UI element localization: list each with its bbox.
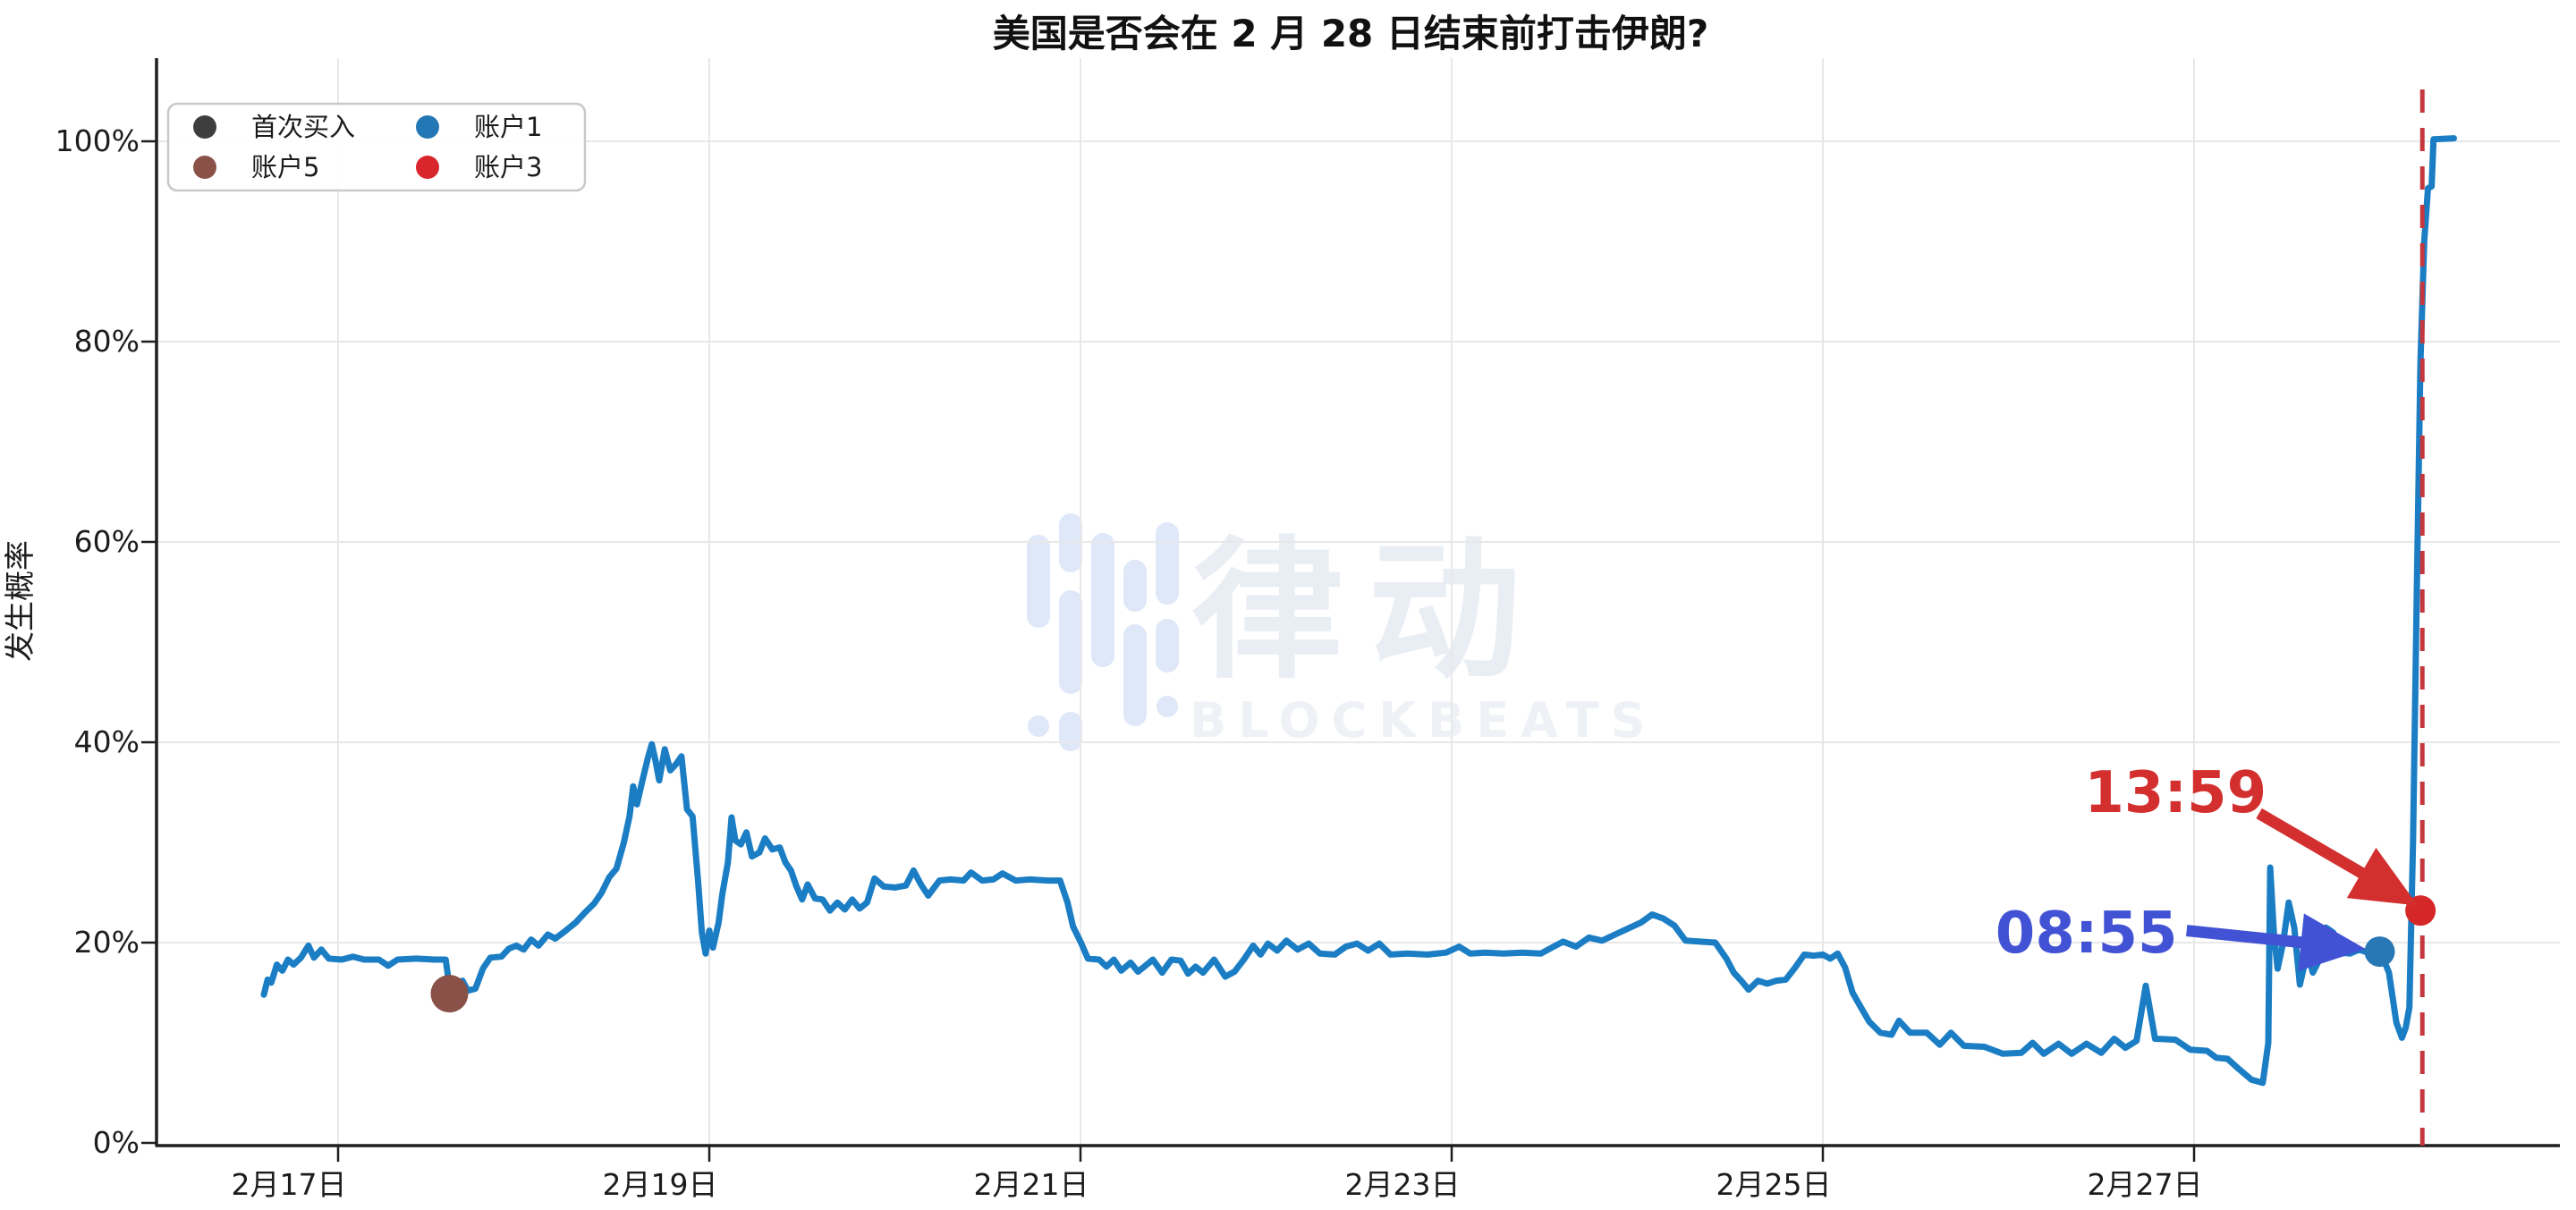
time-annotations: 13:59 08:55 — [1996, 760, 2419, 972]
axes-spines — [155, 58, 2560, 1147]
y-tick-label: 0% — [93, 1125, 140, 1160]
blockbeats-watermark: 律动 BLOCKBEATS — [1027, 513, 1657, 751]
annotation-arrow — [2256, 808, 2419, 906]
y-tick-label: 80% — [74, 324, 140, 359]
watermark-cn-text: 律动 — [1191, 523, 1546, 700]
axis-tick-labels: 0% 20% 40% 60% 80% 100% 2月17日 2月19日 2月21日 2月23日 2月… — [55, 123, 2203, 1202]
legend-dot-account1 — [416, 115, 439, 139]
legend-dot-first-buy — [193, 115, 216, 139]
x-tick-label: 2月27日 — [2088, 1167, 2203, 1202]
legend-box — [166, 102, 587, 192]
annotation-time-text: 08:55 — [1996, 901, 2178, 967]
y-tick-label: 100% — [55, 123, 140, 158]
legend: 首次买入 账户5 账户1 账户3 — [166, 102, 587, 192]
x-tick-label: 2月21日 — [974, 1167, 1089, 1202]
y-axis-label: 发生概率 — [3, 540, 38, 662]
y-tick-label: 20% — [74, 925, 140, 960]
probability-line-series — [260, 135, 2457, 1087]
legend-label-first-buy: 首次买入 — [251, 112, 355, 142]
buy-markers — [430, 895, 2436, 1013]
blockbeats-logo-icon — [1027, 513, 1179, 751]
axis-ticks — [141, 140, 2196, 1162]
buy-marker-账户1 — [2364, 936, 2395, 968]
legend-label-account3: 账户3 — [474, 152, 542, 182]
legend-label-account1: 账户1 — [474, 112, 542, 142]
annotation-arrow — [2186, 913, 2366, 972]
x-tick-label: 2月17日 — [232, 1167, 347, 1202]
legend-label-account5: 账户5 — [251, 152, 319, 182]
legend-dot-account3 — [416, 156, 439, 179]
y-tick-label: 60% — [74, 524, 140, 559]
chart-title: 美国是否会在 2 月 28 日结束前打击伊朗? — [993, 12, 1709, 55]
buy-marker-账户5 — [430, 975, 469, 1013]
buy-marker-账户3 — [2405, 895, 2436, 927]
x-tick-label: 2月25日 — [1716, 1167, 1832, 1202]
watermark-en-text: BLOCKBEATS — [1190, 692, 1657, 749]
y-tick-label: 40% — [74, 724, 140, 759]
x-tick-label: 2月19日 — [603, 1167, 718, 1202]
annotation-time-text: 13:59 — [2084, 760, 2267, 826]
legend-dot-account5 — [193, 156, 216, 179]
x-tick-label: 2月23日 — [1345, 1167, 1461, 1202]
